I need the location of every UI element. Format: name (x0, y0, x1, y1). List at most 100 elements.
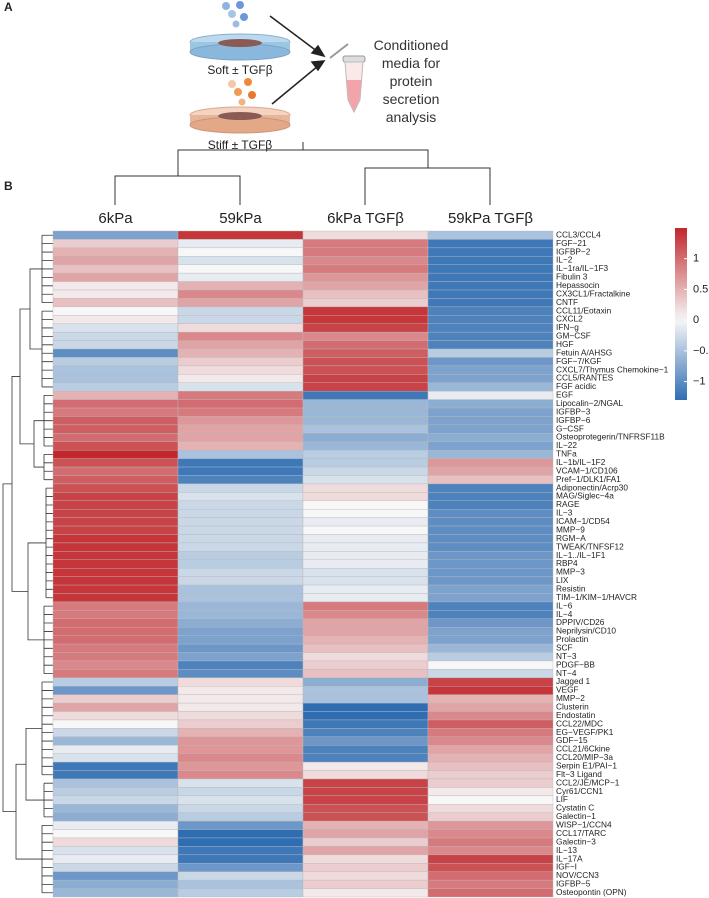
heatmap-cell (302, 778, 429, 788)
heatmap-cell (52, 272, 179, 282)
heatmap-cell (427, 618, 554, 628)
heatmap-cell (427, 239, 554, 249)
heatmap-cell (52, 492, 179, 501)
heatmap-cell (52, 433, 179, 442)
heatmap-cell (427, 863, 554, 872)
heatmap-cell (302, 576, 429, 586)
heatmap-cell (427, 719, 554, 729)
heatmap-cell (52, 475, 179, 485)
heatmap-cell (427, 812, 554, 822)
heatmap-cell (302, 812, 429, 822)
row-label: Jagged 1 (556, 676, 591, 686)
heatmap-cell (302, 483, 429, 493)
row-label: EGF (556, 390, 573, 400)
heatmap-cell (302, 787, 429, 797)
colorbar-tick-label: −1 (693, 375, 706, 387)
heatmap-cell (427, 256, 554, 265)
heatmap-cell (177, 761, 304, 771)
heatmap-cell (52, 306, 179, 316)
row-label: Serpin E1/PAI−1 (556, 761, 617, 771)
row-label: RAGE (556, 499, 580, 509)
heatmap-cell (52, 610, 179, 619)
heatmap-cell (302, 551, 429, 560)
heatmap-cell (177, 331, 304, 341)
heatmap-cell (302, 627, 429, 636)
heatmap-cell (177, 281, 304, 291)
row-label: IL−1../IL−1F1 (556, 550, 606, 560)
heatmap-cell (177, 509, 304, 518)
heatmap-cell (302, 652, 429, 662)
heatmap-cell (427, 728, 554, 738)
heatmap-cell (427, 374, 554, 383)
heatmap-cell (52, 863, 179, 872)
heatmap-cell (52, 509, 179, 518)
row-label: CXCL7/Thymus Chemokine−1 (556, 364, 669, 374)
heatmap-cell (302, 694, 429, 704)
row-label: Fibulin 3 (556, 272, 588, 282)
heatmap-cell (52, 374, 179, 383)
heatmap-cell (302, 500, 429, 510)
row-label: Hepassocin (556, 280, 600, 290)
heatmap-cell (427, 660, 554, 670)
heatmap-cell (427, 568, 554, 577)
heatmap-cell (52, 778, 179, 788)
heatmap-cell (52, 559, 179, 569)
heatmap-cell (302, 559, 429, 569)
heatmap-cell (177, 888, 304, 898)
heatmap-cell (427, 635, 554, 645)
heatmap-cell (52, 837, 179, 847)
heatmap-cell (177, 820, 304, 830)
row-label: HGF (556, 339, 574, 349)
heatmap-cell (52, 711, 179, 721)
heatmap-cell (177, 365, 304, 375)
heatmap-cell (302, 719, 429, 729)
row-label: Resistin (556, 583, 586, 593)
row-label: IL−17A (556, 853, 583, 863)
heatmap-cell (177, 449, 304, 459)
heatmap-cell (427, 441, 554, 451)
row-label: G−CSF (556, 423, 584, 433)
heatmap-cell (52, 449, 179, 459)
heatmap-cell (177, 601, 304, 611)
heatmap-cell (177, 357, 304, 367)
heatmap-cell (177, 272, 304, 282)
heatmap-cell (427, 525, 554, 535)
heatmap-cell (427, 323, 554, 333)
heatmap-cell (52, 660, 179, 670)
row-label: NOV/CCN3 (556, 870, 599, 880)
row-label: LIF (556, 794, 568, 804)
row-label: TIM−1/KIM−1/HAVCR (556, 592, 637, 602)
row-label: IL−1b/IL−1F2 (556, 457, 606, 467)
row-label: GDF−15 (556, 735, 588, 745)
heatmap-cell (177, 753, 304, 763)
heatmap-cell (302, 357, 429, 367)
heatmap-cell (302, 702, 429, 712)
heatmap-cell (52, 593, 179, 603)
heatmap-cell (302, 601, 429, 611)
heatmap-cell (302, 753, 429, 763)
heatmap-cell (302, 568, 429, 577)
heatmap-cell (427, 365, 554, 375)
heatmap-cell (302, 399, 429, 409)
heatmap-cell (302, 795, 429, 805)
heatmap-cell (302, 281, 429, 291)
heatmap-cell (427, 534, 554, 544)
heatmap-cell (177, 517, 304, 527)
heatmap-cell (427, 407, 554, 417)
stiff-dish-icon (189, 78, 291, 134)
heatmap-cell (302, 736, 429, 746)
dendrogram-branches (2, 234, 53, 894)
heatmap-cell (177, 879, 304, 889)
row-label: MMP−2 (556, 693, 585, 703)
colorbar-tick-label: 0 (693, 314, 699, 326)
heatmap-cell (177, 627, 304, 636)
heatmap-cell (427, 593, 554, 603)
heatmap-cell (177, 390, 304, 400)
heatmap-cell (302, 584, 429, 594)
row-label: IGFBP−5 (556, 879, 591, 889)
heatmap-cell (302, 677, 429, 687)
heatmap-cell (302, 382, 429, 392)
heatmap-cell (302, 534, 429, 544)
heatmap-cell (52, 323, 179, 333)
row-label: Adiponectin/Acrp30 (556, 482, 628, 492)
